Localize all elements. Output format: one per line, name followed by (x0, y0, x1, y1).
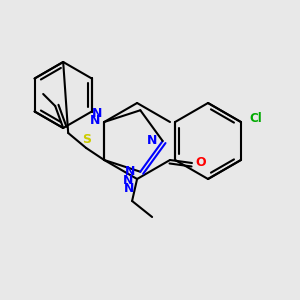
Text: N: N (123, 175, 133, 188)
Text: N: N (90, 115, 100, 128)
Text: Cl: Cl (249, 112, 262, 125)
Text: N: N (124, 182, 134, 195)
Text: S: S (82, 133, 91, 146)
Text: O: O (195, 157, 206, 169)
Text: N: N (92, 107, 102, 120)
Text: N: N (125, 165, 135, 178)
Text: N: N (147, 134, 158, 148)
